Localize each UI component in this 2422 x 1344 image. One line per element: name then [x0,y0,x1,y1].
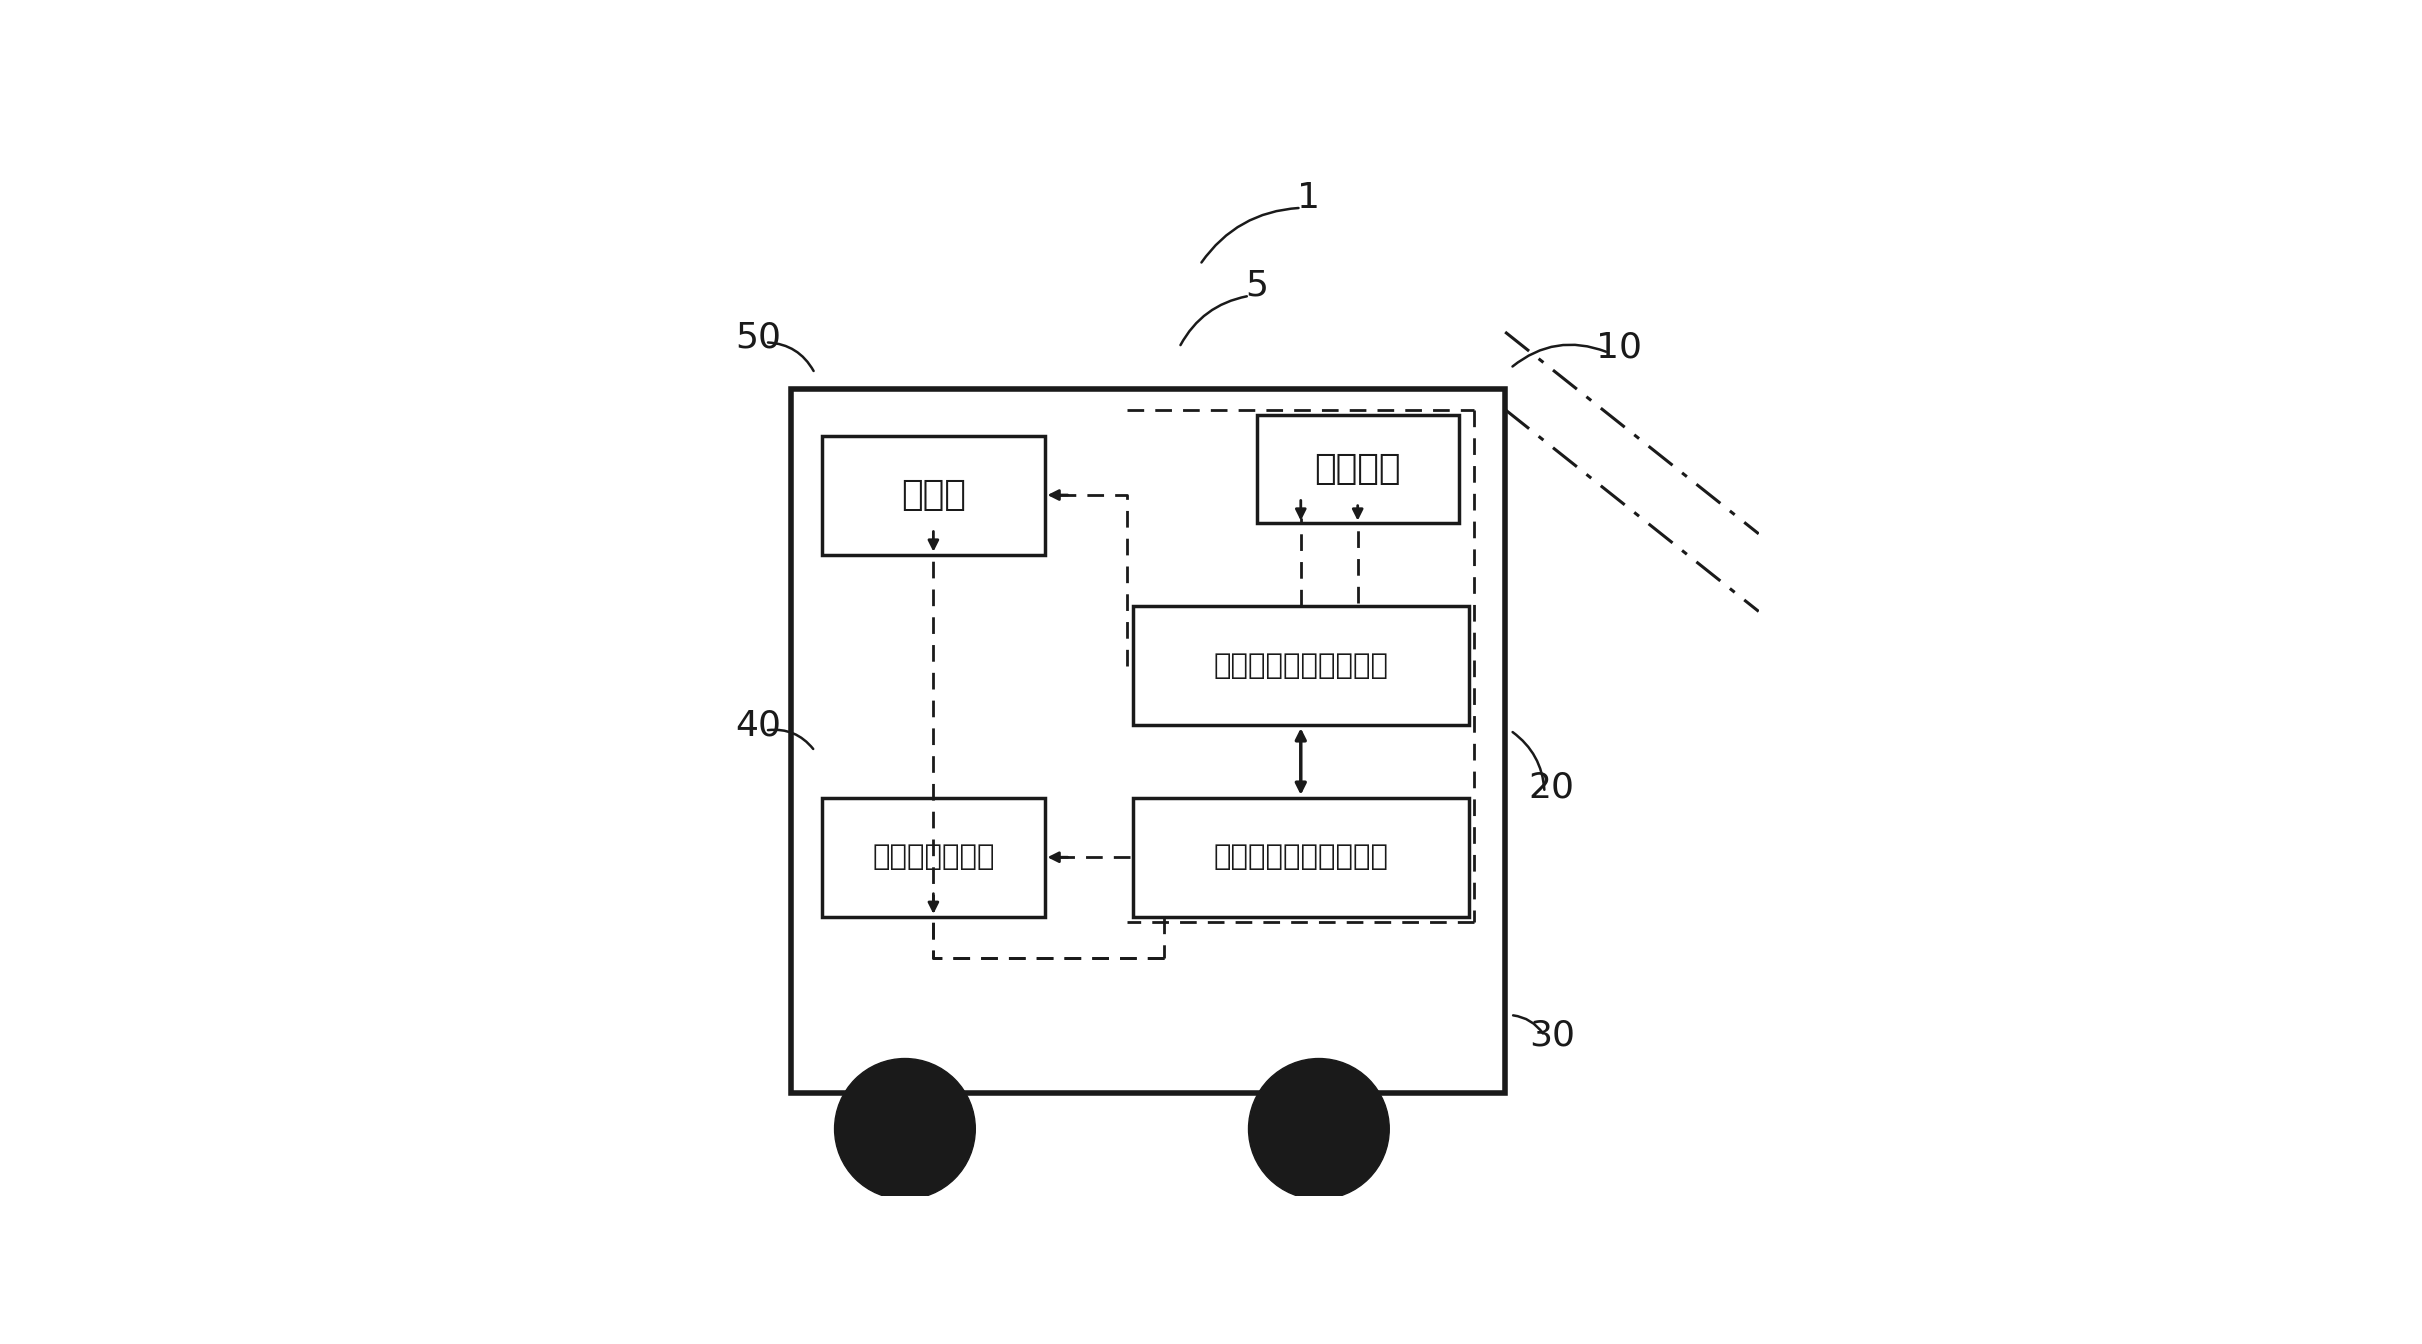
Bar [792,388,1504,1093]
FancyBboxPatch shape [1133,798,1470,917]
Text: 40: 40 [734,708,780,742]
Text: 5: 5 [1245,269,1269,302]
Text: 20: 20 [1528,770,1574,804]
Text: 拍摄装置: 拍摄装置 [1315,452,1400,487]
Text: 1: 1 [1298,180,1320,215]
Circle shape [836,1059,976,1199]
Text: 10: 10 [1596,331,1642,364]
Text: 30: 30 [1528,1019,1574,1052]
Text: 障碍物检测装置: 障碍物检测装置 [872,843,995,871]
FancyBboxPatch shape [1257,415,1458,523]
Circle shape [1247,1059,1390,1199]
Text: 通知部: 通知部 [901,478,966,512]
FancyBboxPatch shape [821,798,1044,917]
FancyBboxPatch shape [1133,606,1470,726]
Text: 行驶位置信息收集装置: 行驶位置信息收集装置 [1213,843,1388,871]
Text: 50: 50 [734,320,780,355]
Text: 铁道行驶线路检测装置: 铁道行驶线路检测装置 [1213,652,1388,680]
FancyBboxPatch shape [821,435,1044,555]
